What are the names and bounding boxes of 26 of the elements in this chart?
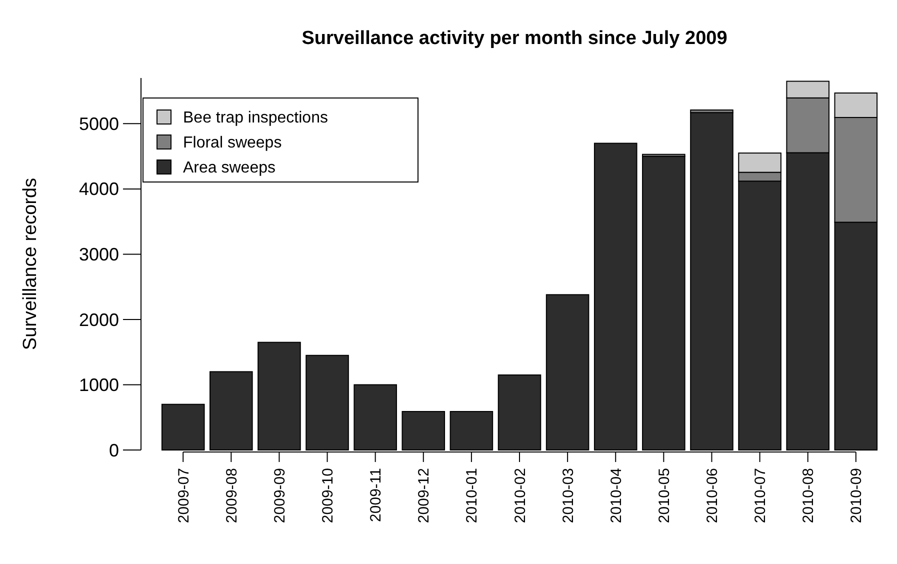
x-tick-label: 2009-07 <box>175 468 192 524</box>
legend-label: Floral sweeps <box>183 134 282 152</box>
x-tick-label: 2009-11 <box>368 468 385 522</box>
x-tick-label: 2010-05 <box>656 468 673 524</box>
x-tick-label: 2010-07 <box>752 468 770 524</box>
x-tick-label: 2010-01 <box>464 468 481 524</box>
y-tick-label: 4000 <box>78 179 119 200</box>
x-tick-label: 2010-09 <box>848 468 866 524</box>
x-tick-label: 2009-09 <box>271 468 288 524</box>
legend-label: Bee trap inspections <box>183 110 328 127</box>
x-tick-label: 2009-10 <box>320 468 337 524</box>
x-tick-label: 2010-08 <box>800 468 818 524</box>
x-tick-label: 2010-02 <box>512 468 529 524</box>
x-tick-label: 2010-03 <box>560 468 577 524</box>
x-tick-label: 2009-08 <box>223 468 240 524</box>
x-tick-label: 2010-04 <box>608 468 625 524</box>
y-tick-label: 0 <box>108 440 119 460</box>
x-tick-label: 2009-12 <box>416 468 433 524</box>
y-tick-label: 2000 <box>78 310 119 330</box>
chart-title: Surveillance activity per month since July 2009 <box>302 28 728 49</box>
y-tick-label: 3000 <box>78 244 119 265</box>
x-tick-label: 2010-06 <box>704 468 721 524</box>
legend-label: Area sweeps <box>183 160 276 177</box>
y-tick-label: 1000 <box>78 375 119 396</box>
y-axis-title: Surveillance records <box>20 178 41 350</box>
y-tick-label: 5000 <box>78 114 119 134</box>
